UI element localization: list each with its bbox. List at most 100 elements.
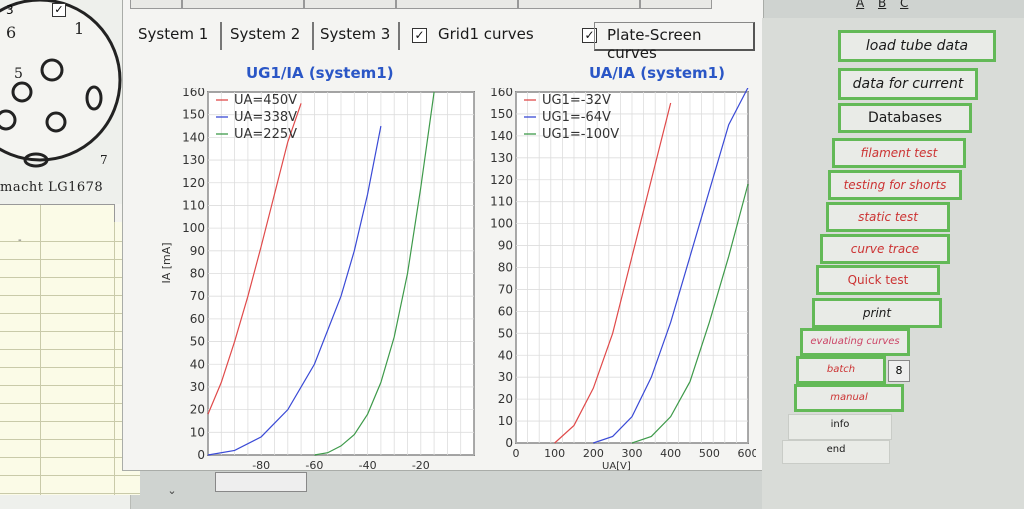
grid-row [0, 277, 140, 296]
button-curve-trace[interactable]: curve trace [820, 234, 950, 264]
button-filament-test[interactable]: filament test [832, 138, 966, 168]
tab-divider [220, 22, 222, 50]
letter-a[interactable]: A [856, 0, 865, 10]
tab-system-1[interactable]: System 1 [138, 25, 209, 43]
pin-number-5: 5 [14, 66, 23, 82]
button-data-for-current-tube[interactable]: data for current tube [838, 68, 978, 118]
grid-cell-value[interactable]: 3 [6, 3, 14, 17]
letter-c[interactable]: C [900, 0, 909, 10]
button-load-tube-data[interactable]: load tube data [838, 30, 996, 62]
grid-row [0, 367, 140, 386]
series-line-2 [631, 183, 749, 444]
scroll-down-icon[interactable]: ⌄ [167, 484, 177, 497]
plate-screen-curves-label: Plate-Screen curves [607, 26, 702, 62]
x-axis-label: UA[V] [602, 461, 631, 472]
y-tick-label: 80 [498, 261, 513, 275]
tab-divider [312, 22, 314, 50]
grid-row [0, 439, 140, 458]
y-tick-label: 20 [498, 392, 513, 406]
grid-row [0, 457, 140, 476]
grid-row [0, 385, 140, 404]
y-tick-label: 70 [190, 289, 205, 303]
y-tick-label: 60 [190, 312, 205, 326]
tab-divider [398, 22, 400, 50]
button-print[interactable]: print [812, 298, 942, 328]
y-tick-label: 110 [182, 198, 205, 212]
button-label: static test [858, 210, 918, 224]
grid-row [0, 313, 140, 332]
top-tab[interactable] [304, 0, 396, 9]
grid-cell-checkbox[interactable]: ✓ [52, 3, 66, 17]
x-tick-label: 100 [544, 447, 565, 460]
pin-e [23, 152, 49, 168]
batch-count-field[interactable]: 8 [888, 360, 910, 382]
grid-column-line [40, 205, 41, 495]
grid-row [0, 331, 140, 350]
button-info[interactable]: info [788, 414, 892, 440]
button-label: batch [826, 364, 856, 375]
grid1-curves-checkbox[interactable]: ✓ [412, 28, 427, 43]
y-tick-label: 120 [182, 176, 205, 190]
tab-system-3[interactable]: System 3 [320, 25, 391, 43]
y-tick-label: 90 [498, 239, 513, 253]
y-tick-label: 10 [190, 425, 205, 439]
plate-screen-curves-box[interactable]: Plate-Screen curves [594, 22, 755, 62]
tube-data-grid[interactable] [0, 204, 140, 495]
pin-number-1: 1 [74, 19, 84, 38]
y-tick-label: 160 [182, 88, 205, 99]
grid-cell-dash: - [18, 235, 22, 246]
tab-system-2[interactable]: System 2 [230, 25, 301, 43]
column-letters: A B C [848, 0, 948, 16]
button-static-test[interactable]: static test [826, 202, 950, 232]
grid-row [0, 295, 140, 314]
y-tick-label: 40 [498, 348, 513, 362]
x-tick-label: -40 [359, 459, 377, 472]
pin-number-6: 6 [6, 23, 16, 42]
grid-row [0, 421, 140, 440]
button-evaluating-curves[interactable]: evaluating curves [800, 328, 910, 356]
top-tab[interactable] [396, 0, 518, 9]
y-tick-label: 100 [490, 217, 513, 231]
x-tick-label: -60 [305, 459, 323, 472]
legend-entry: UA=338V [234, 110, 297, 125]
legend-entry: UG1=-32V [542, 93, 611, 108]
series-line-2 [314, 91, 435, 456]
top-tab[interactable] [182, 0, 304, 9]
button-batch[interactable]: batch [796, 356, 886, 384]
pin-number-7: 7 [100, 153, 108, 167]
top-tab[interactable] [640, 0, 712, 9]
x-tick-label: 200 [583, 447, 604, 460]
bottom-input-field[interactable] [215, 472, 307, 492]
grid-row [0, 475, 140, 494]
x-tick-label: -20 [412, 459, 430, 472]
y-tick-label: 140 [490, 129, 513, 143]
button-testing-for-shorts[interactable]: testing for shorts [828, 170, 962, 200]
plate-screen-curves-checkbox[interactable]: ✓ [582, 28, 597, 43]
button-databases[interactable]: Databases [838, 103, 972, 133]
button-label: Databases [867, 110, 943, 126]
x-tick-label: 0 [513, 447, 520, 460]
pin-b [45, 111, 67, 133]
top-tab[interactable] [130, 0, 182, 9]
button-label: end [826, 444, 846, 455]
top-tab[interactable] [518, 0, 640, 9]
letter-b[interactable]: B [878, 0, 887, 10]
button-end[interactable]: end [782, 440, 890, 464]
x-tick-label: 500 [699, 447, 720, 460]
legend-entry: UG1=-64V [542, 110, 611, 125]
pin-c [0, 109, 17, 131]
legend-entry: UG1=-100V [542, 127, 619, 142]
pin-a [11, 81, 33, 103]
y-tick-label: 130 [182, 153, 205, 167]
y-tick-label: 60 [498, 304, 513, 318]
y-tick-label: 0 [197, 448, 205, 462]
button-quick-test[interactable]: Quick test [816, 265, 940, 295]
x-tick-label: -80 [252, 459, 270, 472]
y-tick-label: 110 [490, 195, 513, 209]
grid-column-line [114, 205, 115, 495]
y-tick-label: 30 [190, 380, 205, 394]
button-manual[interactable]: manual [794, 384, 904, 412]
chart-ug1-ia: 0 10 20 30 40 50 60 70 80 90 100 110 120 130 140 150 160… [160, 88, 475, 472]
y-tick-label: 50 [498, 326, 513, 340]
x-tick-label: 600 [738, 447, 757, 460]
